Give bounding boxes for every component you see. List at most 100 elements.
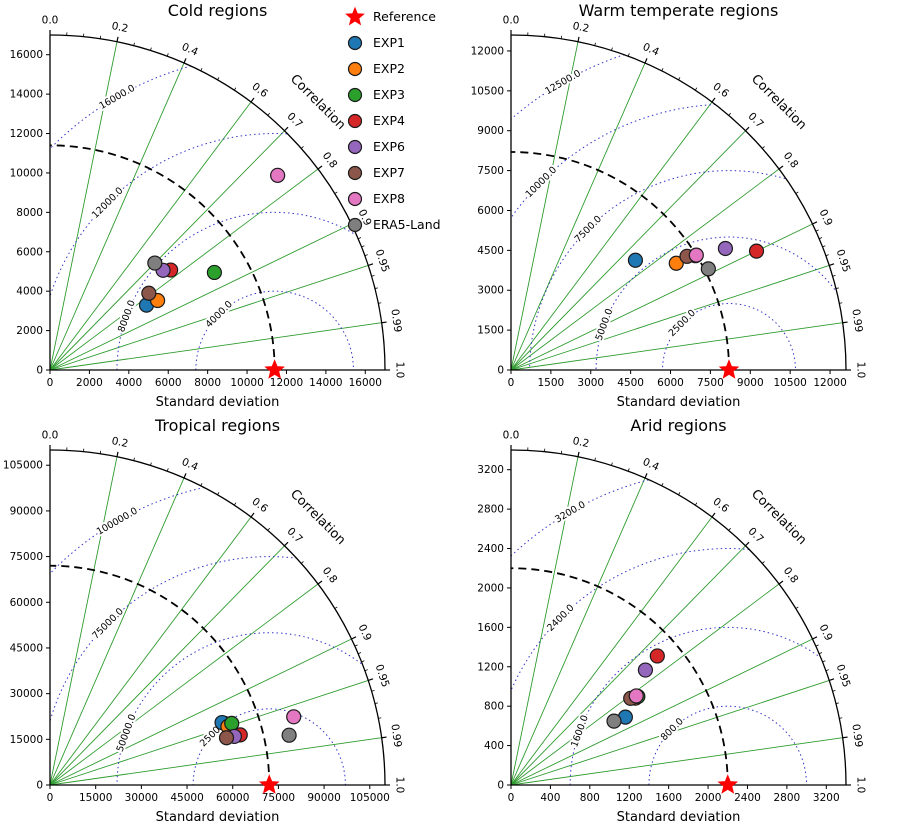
marker-exp7 xyxy=(141,285,157,301)
correlation-minor-tick xyxy=(728,527,732,531)
x-axis-label: Standard deviation xyxy=(156,395,280,410)
y-tick-label: 0 xyxy=(36,780,43,792)
legend-label: EXP3 xyxy=(373,87,405,102)
x-tick-label: 3000 xyxy=(577,377,604,389)
y-tick-label: 400 xyxy=(484,740,504,752)
correlation-minor-tick xyxy=(819,652,823,655)
correlation-tick xyxy=(250,512,255,518)
correlation-minor-tick xyxy=(300,146,304,149)
correlation-minor-tick xyxy=(133,457,135,461)
correlation-tick xyxy=(812,221,818,225)
correlation-radial-line xyxy=(510,737,843,786)
reference-star-marker xyxy=(264,359,285,379)
correlation-minor-tick xyxy=(822,245,826,248)
correlation-tick xyxy=(711,97,716,103)
correlation-minor-tick xyxy=(835,702,839,704)
correlation-tick xyxy=(644,58,648,64)
correlation-arc xyxy=(49,34,386,371)
y-tick-label: 0 xyxy=(497,780,504,792)
correlation-radial-line xyxy=(510,130,746,371)
y-tick-label: 12000 xyxy=(471,45,504,57)
legend-item-exp7: EXP7 xyxy=(344,161,441,184)
correlation-minor-tick xyxy=(166,53,169,57)
correlation-minor-tick xyxy=(334,606,338,609)
correlation-tick-label: 0.4 xyxy=(641,41,661,59)
correlation-tick-label: 0.4 xyxy=(180,456,200,474)
y-tick-label: 4500 xyxy=(477,245,504,257)
marker-era5-land xyxy=(147,255,163,271)
x-tick-label: 30000 xyxy=(125,792,158,804)
correlation-tick xyxy=(577,36,580,42)
correlation-minor-tick xyxy=(200,482,203,487)
reference-star-marker xyxy=(718,359,740,379)
correlation-tick-label: 0.95 xyxy=(834,248,853,274)
legend-circle-glyph xyxy=(347,87,363,102)
x-tick-label: 2000 xyxy=(76,377,103,389)
rms-label: 4000.0 xyxy=(204,299,235,330)
correlation-radial-line xyxy=(510,679,830,786)
legend-star-glyph xyxy=(345,6,365,25)
marker-exp2 xyxy=(668,255,684,271)
rms-label: 3200.0 xyxy=(553,499,587,525)
correlation-minor-tick xyxy=(694,502,698,506)
y-tick-label: 800 xyxy=(484,701,504,713)
marker-exp8 xyxy=(270,167,286,183)
legend-label: EXP4 xyxy=(373,113,405,128)
marker-era5-land xyxy=(281,727,297,743)
y-tick-label: 90000 xyxy=(10,505,43,517)
correlation-minor-tick xyxy=(166,468,169,472)
correlation-tick-label: 0.8 xyxy=(781,150,801,171)
legend-label: ERA5-Land xyxy=(373,217,441,232)
y-tick-label: 14000 xyxy=(10,89,43,101)
y-tick-label: 6000 xyxy=(16,246,43,258)
correlation-radial-line xyxy=(510,516,713,786)
rms-label: 1600.0 xyxy=(569,714,591,749)
y-tick-label: 0 xyxy=(36,365,43,377)
x-tick-label: 4500 xyxy=(617,377,644,389)
correlation-radial-line xyxy=(49,101,252,371)
correlation-minor-tick xyxy=(150,462,152,466)
x-tick-label: 800 xyxy=(580,792,600,804)
correlation-minor-tick xyxy=(378,302,382,304)
correlation-radial-line xyxy=(49,168,319,371)
legend-item-exp8: EXP8 xyxy=(344,187,441,210)
x-tick-label: 0 xyxy=(47,377,54,389)
rms-label: 8000.0 xyxy=(116,299,138,334)
correlation-radial-line xyxy=(49,638,352,786)
x-tick-label: 0 xyxy=(47,792,54,804)
correlation-minor-tick xyxy=(661,482,664,487)
legend-label: EXP2 xyxy=(373,61,405,76)
x-tick-label: 1200 xyxy=(616,792,643,804)
correlation-minor-tick xyxy=(594,457,596,461)
correlation-minor-tick xyxy=(267,527,271,531)
correlation-minor-tick xyxy=(374,287,378,289)
correlation-tick-label: 0.9 xyxy=(817,208,835,228)
correlation-minor-tick xyxy=(364,669,368,672)
correlation-minor-tick xyxy=(361,660,365,663)
y-tick-label: 9000 xyxy=(477,125,504,137)
series-marker-icon xyxy=(347,139,363,154)
y-tick-label: 15000 xyxy=(10,734,43,746)
correlation-tick xyxy=(381,321,387,324)
reference-std-arc xyxy=(510,567,729,786)
correlation-tick xyxy=(745,126,750,132)
y-tick-label: 2400 xyxy=(477,543,504,555)
y-tick-label: 4000 xyxy=(16,286,43,298)
y-tick-label: 2000 xyxy=(16,325,43,337)
correlation-arc xyxy=(510,449,847,786)
correlation-radial-line xyxy=(49,516,252,786)
correlation-radial-line xyxy=(49,264,369,371)
correlation-radial-line xyxy=(49,583,319,786)
correlation-tick-label: 1.0 xyxy=(855,362,867,379)
y-tick-label: 12000 xyxy=(10,128,43,140)
correlation-minor-tick xyxy=(150,47,152,51)
correlation-minor-tick xyxy=(761,146,765,149)
correlation-tick-label: 0.99 xyxy=(849,723,864,748)
correlation-minor-tick xyxy=(334,191,338,194)
legend-circle-glyph xyxy=(347,139,363,154)
legend-label: EXP6 xyxy=(373,139,405,154)
correlation-tick-label: 0.99 xyxy=(388,308,403,333)
marker-exp4 xyxy=(649,648,665,664)
y-tick-label: 0 xyxy=(497,365,504,377)
x-axis-label: Standard deviation xyxy=(617,810,741,825)
